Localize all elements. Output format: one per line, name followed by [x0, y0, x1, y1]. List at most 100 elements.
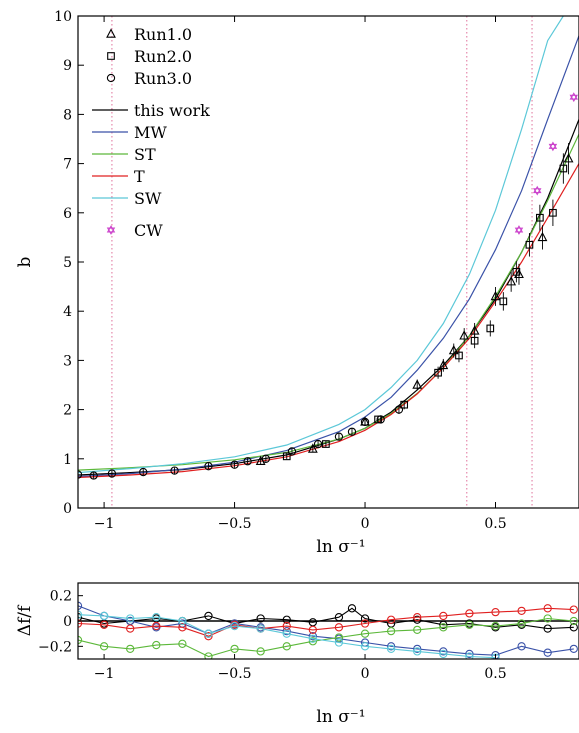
residual-point-st: [334, 633, 344, 642]
residual-point-st: [491, 621, 500, 631]
residual-point-this-work: [569, 623, 578, 632]
legend-label-run1-0: Run1.0: [134, 25, 192, 44]
residual-line-t: [78, 607, 574, 637]
x-tick-label: −0.5: [218, 516, 252, 532]
point-run3-0: [170, 466, 179, 475]
residual-point-sw: [360, 642, 370, 651]
residual-x-tick-label: −0.5: [218, 666, 252, 682]
legend-symbol-cw-down: [106, 227, 116, 235]
y-tick-label: 2: [63, 403, 72, 419]
point-cw-down: [569, 94, 579, 103]
residual-y-tick-label: 0: [63, 614, 72, 630]
residual-point-this-work: [413, 615, 422, 624]
point-run2-0: [282, 452, 291, 461]
residual-point-st: [517, 619, 526, 628]
point-run3-0: [394, 405, 404, 414]
residual-y-axis-label: Δf/f: [15, 604, 35, 636]
point-run3-0: [313, 439, 323, 449]
y-tick-label: 5: [63, 255, 72, 271]
residual-point-sw: [282, 629, 291, 638]
residual-point-st: [543, 614, 552, 623]
y-tick-label: 1: [63, 452, 72, 468]
point-run2-0: [470, 336, 479, 345]
residual-point-this-work: [439, 620, 448, 629]
residual-point-sw: [308, 634, 317, 643]
point-run3-0: [261, 454, 271, 463]
point-run3-0: [204, 462, 213, 471]
legend: Run1.0 Run2.0 Run3.0 this work MW ST T SW CW: [92, 25, 210, 240]
residual-point-mw: [543, 648, 552, 657]
point-cw-down: [533, 188, 542, 196]
y-tick-label: 8: [63, 107, 72, 123]
point-run1-0: [490, 290, 501, 301]
point-run1-0: [307, 443, 318, 453]
residual-point-st: [360, 629, 370, 638]
legend-label-run2-0: Run2.0: [134, 47, 192, 66]
point-cw-up: [569, 92, 579, 100]
residual-series: [78, 601, 578, 659]
legend-label-st: ST: [134, 145, 156, 164]
y-tick-label: 7: [63, 157, 72, 173]
residual-point-this-work: [204, 611, 213, 621]
curve-t: [78, 163, 579, 479]
point-run3-0: [360, 417, 370, 427]
curve-sw: [78, 16, 564, 474]
residual-point-sw: [152, 613, 161, 622]
main-chart: −1 −0.5 0 0.5 0 1 2 3 4 5 6 7 8 9 10 Run1.0 Run2.0 Run3.…: [15, 9, 579, 557]
residual-point-st: [308, 637, 317, 646]
point-run1-0: [506, 276, 517, 286]
point-run1-0: [438, 359, 449, 370]
residual-point-t: [334, 623, 344, 632]
residual-point-sw: [439, 649, 448, 659]
legend-label-mw: MW: [134, 123, 167, 142]
residual-point-st: [439, 623, 448, 632]
residual-point-t: [465, 609, 474, 618]
residual-point-this-work: [256, 614, 265, 623]
residual-point-st: [465, 620, 474, 629]
main-y-axis-label: b: [15, 256, 35, 267]
point-run2-0: [434, 368, 442, 377]
point-run1-0: [563, 153, 574, 163]
residual-point-this-work: [360, 614, 370, 623]
point-run2-0: [525, 240, 534, 249]
residual-point-st: [99, 642, 109, 651]
residual-x-tick-label: −1: [94, 666, 115, 682]
point-run2-0: [322, 440, 330, 448]
residual-point-this-work: [334, 613, 344, 622]
residual-point-sw: [386, 644, 396, 654]
residual-point-this-work: [282, 615, 291, 624]
point-run1-0: [537, 231, 548, 242]
x-tick-label: −1: [94, 516, 115, 532]
point-run3-0: [89, 471, 98, 480]
y-tick-label: 10: [54, 9, 72, 25]
residual-point-t: [517, 606, 526, 616]
point-run3-0: [334, 432, 344, 441]
residual-point-st: [386, 626, 396, 636]
x-tick-label: 0: [361, 516, 370, 532]
data-markers: [78, 92, 579, 480]
legend-symbol-cw: [106, 225, 116, 235]
residual-point-t: [308, 625, 317, 635]
x-tick-label: 0.5: [484, 516, 506, 532]
residual-x-axis-label: ln σ⁻¹: [316, 707, 365, 727]
residual-y-tick-label: −0.2: [38, 639, 72, 655]
legend-label-cw: CW: [134, 221, 163, 240]
point-cw-up: [514, 225, 524, 233]
residual-point-sw: [465, 652, 474, 659]
residual-point-sw: [413, 647, 422, 656]
point-run2-0: [512, 267, 521, 276]
point-run1-0: [448, 344, 459, 355]
residual-point-mw: [439, 647, 448, 656]
residual-point-t: [386, 615, 396, 624]
legend-label-run3-0: Run3.0: [134, 69, 192, 88]
point-run1-0: [514, 268, 524, 279]
legend-label-this-work: this work: [134, 101, 210, 120]
residual-point-this-work: [347, 604, 357, 613]
legend-label-t: T: [134, 167, 145, 186]
residual-point-st: [178, 639, 187, 648]
residual-axis-ticks: −1 −0.5 0 0.5 −0.2 0 0.2: [38, 589, 507, 682]
residual-point-t: [439, 611, 448, 621]
curve-this-work: [78, 119, 579, 476]
residual-y-tick-label: 0.2: [50, 589, 72, 605]
residual-x-tick-label: 0: [361, 666, 370, 682]
